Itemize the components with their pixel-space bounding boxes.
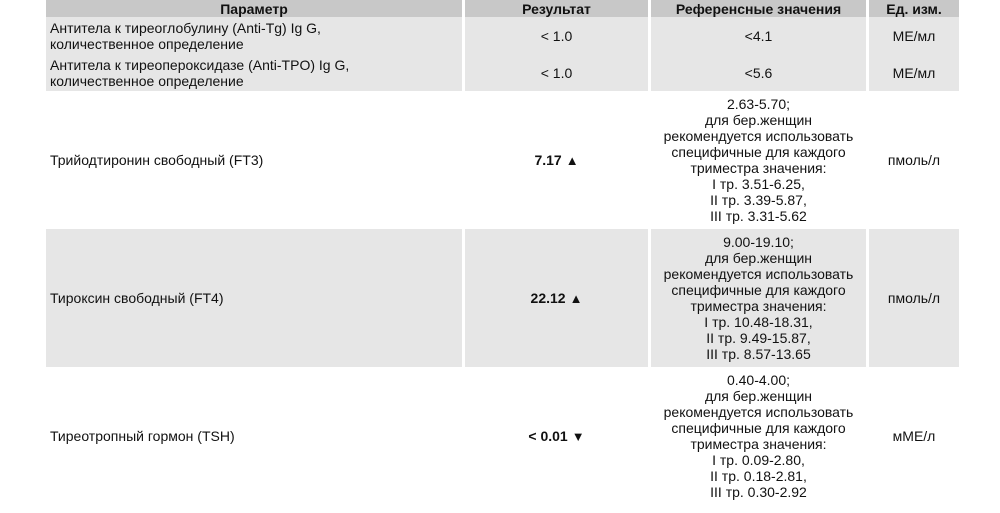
result-value: 7.17 [534, 151, 562, 168]
results-table: Параметр Результат Референсные значения … [46, 0, 959, 505]
reference-line: III тр. 8.57-13.65 [706, 346, 811, 362]
reference-line: триместра значения: [690, 436, 827, 452]
result-cell: < 1.0 [462, 55, 648, 91]
reference-cell: <4.1 [648, 17, 866, 55]
param-name-line1: Антитела к тиреоглобулину (Anti-Tg) Ig G… [50, 20, 321, 36]
header-reference: Референсные значения [648, 0, 866, 17]
reference-cell: <5.6 [648, 55, 866, 91]
reference-line: II тр. 0.18-2.81, [710, 468, 807, 484]
table-row-anti-tg: Антитела к тиреоглобулину (Anti-Tg) Ig G… [46, 17, 959, 55]
reference-cell: 0.40-4.00; для бер.женщин рекомендуется … [648, 367, 866, 505]
reference-line: триместра значения: [690, 160, 827, 176]
reference-line: III тр. 0.30-2.92 [710, 484, 807, 500]
down-arrow-icon: ▼ [571, 428, 585, 444]
reference-line: III тр. 3.31-5.62 [710, 208, 807, 224]
reference-line: II тр. 3.39-5.87, [710, 192, 807, 208]
up-arrow-icon: ▲ [565, 152, 579, 168]
param-name: Тироксин свободный (FT4) [50, 290, 224, 306]
reference-line: триместра значения: [690, 298, 827, 314]
result-value: < 0.01 [528, 427, 568, 444]
table-row-ft3: Трийодтиронин свободный (FT3) 7.17 ▲ 2.63… [46, 91, 959, 229]
table-row-ft4: Тироксин свободный (FT4) 22.12 ▲ 9.00-19.… [46, 229, 959, 367]
reference-line: для бер.женщин [704, 112, 813, 128]
result-value: < 1.0 [540, 28, 573, 44]
reference-line: <5.6 [744, 65, 773, 81]
up-arrow-icon: ▲ [569, 290, 583, 306]
param-name: Трийодтиронин свободный (FT3) [50, 152, 264, 168]
param-cell: Тироксин свободный (FT4) [46, 229, 462, 367]
param-cell: Антитела к тиреопероксидазе (Anti-TPO) I… [46, 55, 462, 91]
result-value: 22.12 [530, 289, 566, 306]
reference-line: 9.00-19.10; [723, 234, 794, 250]
table-row-tsh: Тиреотропный гормон (TSH) < 0.01 ▼ 0.40-4… [46, 367, 959, 505]
param-name-line2: количественное определение [50, 36, 244, 52]
header-param: Параметр [46, 0, 462, 17]
result-cell: 7.17 ▲ [462, 91, 648, 229]
header-result: Результат [462, 0, 648, 17]
reference-line: для бер.женщин [704, 388, 813, 404]
result-cell: < 1.0 [462, 17, 648, 55]
unit-cell: пмоль/л [866, 91, 959, 229]
reference-line: <4.1 [744, 28, 773, 44]
reference-cell: 2.63-5.70; для бер.женщин рекомендуется … [648, 91, 866, 229]
unit-cell: МЕ/мл [866, 55, 959, 91]
reference-line: специфичные для каждого [671, 282, 846, 298]
param-cell: Трийодтиронин свободный (FT3) [46, 91, 462, 229]
param-name-line1: Антитела к тиреопероксидазе (Anti-TPO) I… [50, 57, 350, 73]
unit-cell: пмоль/л [866, 229, 959, 367]
reference-line: 2.63-5.70; [726, 96, 791, 112]
reference-line: рекомендуется использовать [663, 266, 854, 282]
param-name-line2: количественное определение [50, 73, 244, 89]
param-cell: Антитела к тиреоглобулину (Anti-Tg) Ig G… [46, 17, 462, 55]
reference-cell: 9.00-19.10; для бер.женщин рекомендуется… [648, 229, 866, 367]
reference-line: рекомендуется использовать [663, 128, 854, 144]
reference-line: для бер.женщин [704, 250, 813, 266]
reference-line: специфичные для каждого [671, 144, 846, 160]
result-value: < 1.0 [540, 65, 573, 81]
reference-line: II тр. 9.49-15.87, [706, 330, 811, 346]
reference-line: специфичные для каждого [671, 420, 846, 436]
reference-line: рекомендуется использовать [663, 404, 854, 420]
table-row-anti-tpo: Антитела к тиреопероксидазе (Anti-TPO) I… [46, 55, 959, 91]
result-cell: < 0.01 ▼ [462, 367, 648, 505]
param-name: Тиреотропный гормон (TSH) [50, 428, 235, 444]
unit-cell: мМЕ/л [866, 367, 959, 505]
reference-line: I тр. 10.48-18.31, [704, 314, 813, 330]
unit-cell: МЕ/мл [866, 17, 959, 55]
result-cell: 22.12 ▲ [462, 229, 648, 367]
header-unit: Ед. изм. [866, 0, 959, 17]
reference-line: I тр. 0.09-2.80, [712, 452, 805, 468]
reference-line: I тр. 3.51-6.25, [712, 176, 805, 192]
reference-line: 0.40-4.00; [726, 372, 791, 388]
param-cell: Тиреотропный гормон (TSH) [46, 367, 462, 505]
table-header-row: Параметр Результат Референсные значения … [46, 0, 959, 17]
